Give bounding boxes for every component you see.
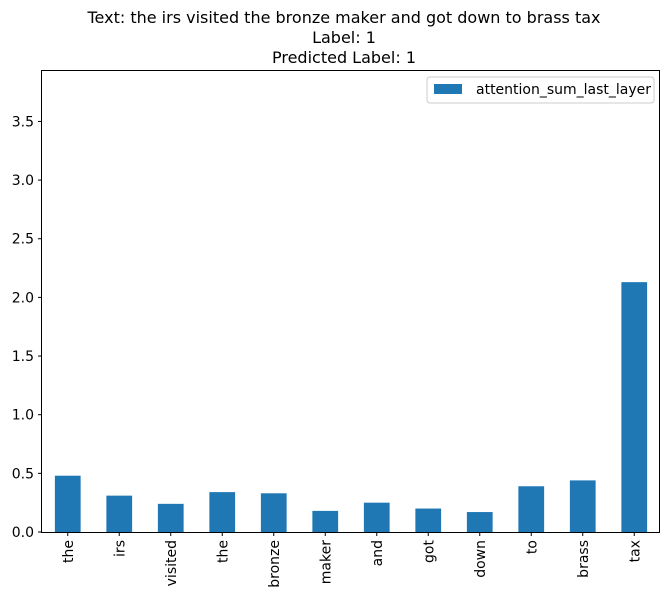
x-tick-label-5: maker (318, 540, 334, 584)
bar-6 (363, 502, 390, 532)
y-tick-label-0: 0.0 (12, 525, 34, 541)
bar-2 (157, 503, 184, 532)
bars-group (54, 282, 648, 532)
legend: attention_sum_last_layer (426, 76, 655, 104)
y-tick-label-1: 0.5 (12, 466, 34, 482)
x-tick-label-6: and (370, 540, 386, 566)
chart-title: Text: the irs visited the bronze maker a… (0, 8, 671, 68)
x-tick-label-0: the (61, 540, 77, 563)
bar-10 (569, 480, 596, 532)
y-axis: 0.0 0.5 1.0 1.5 2.0 2.5 3.0 3.5 (12, 114, 42, 541)
y-tick-label-7: 3.5 (12, 114, 34, 130)
y-tick-label-2: 1.0 (12, 408, 34, 424)
y-tick-label-6: 3.0 (12, 173, 34, 189)
bar-1 (106, 495, 133, 532)
legend-box (426, 76, 655, 104)
x-tick-label-9: to (524, 540, 540, 554)
x-tick-label-10: brass (576, 540, 592, 578)
bar-0 (54, 475, 81, 532)
x-tick-label-3: the (215, 540, 231, 563)
bar-7 (415, 508, 442, 532)
bar-3 (209, 492, 236, 532)
y-tick-label-4: 2.0 (12, 290, 34, 306)
chart-title-line-2: Label: 1 (312, 28, 376, 47)
y-tick-label-5: 2.5 (12, 232, 34, 248)
x-tick-label-7: got (421, 540, 437, 563)
x-tick-label-8: down (473, 540, 489, 578)
x-tick-label-1: irs (112, 540, 128, 557)
legend-swatch (434, 84, 462, 94)
chart-title-line-3: Predicted Label: 1 (271, 48, 416, 67)
chart-title-line-1: Text: the irs visited the bronze maker a… (87, 8, 601, 27)
x-tick-label-2: visited (164, 540, 180, 586)
x-axis: the irs visited the bronze maker and got down to b… (61, 532, 643, 588)
bar-8 (466, 512, 493, 532)
x-tick-label-11: tax (627, 540, 643, 562)
bar-5 (312, 510, 339, 532)
bar-4 (260, 493, 287, 532)
bar-9 (518, 486, 545, 532)
x-tick-label-4: bronze (267, 540, 283, 588)
plot-frame (41, 70, 660, 533)
bar-11 (621, 282, 648, 532)
legend-label: attention_sum_last_layer (476, 82, 651, 98)
y-tick-label-3: 1.5 (12, 349, 34, 365)
